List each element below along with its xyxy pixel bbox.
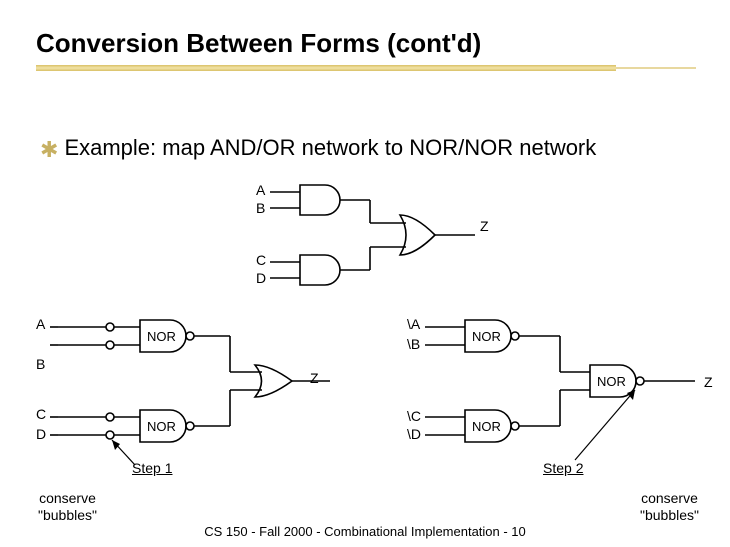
label-C-s2: \C [407, 408, 421, 424]
label-Z-top: Z [480, 218, 489, 234]
gate-nor-s1-top: NOR [147, 329, 176, 344]
step1-title: Step 1 [132, 460, 172, 476]
label-B-s2: \B [407, 336, 420, 352]
label-A-s1: A [36, 316, 45, 332]
conserve-s2-l2: "bubbles" [640, 507, 699, 523]
label-A-s2: \A [407, 316, 420, 332]
conserve-s2: conserve "bubbles" [640, 490, 699, 524]
gate-nor-s2-final: NOR [597, 374, 626, 389]
label-C-top: C [256, 252, 266, 268]
label-B-s1: B [36, 356, 45, 372]
conserve-s1: conserve "bubbles" [38, 490, 97, 524]
slide-footer: CS 150 - Fall 2000 - Combinational Imple… [0, 524, 730, 539]
gate-nor-s2-bot: NOR [472, 419, 501, 434]
and-or-diagram [240, 175, 500, 305]
gate-nor-s2-top: NOR [472, 329, 501, 344]
conserve-s2-l1: conserve [641, 490, 698, 506]
gate-nor-s1-bot: NOR [147, 419, 176, 434]
step2-diagram [395, 310, 725, 470]
example-bullet: ✱Example: map AND/OR network to NOR/NOR … [40, 135, 596, 161]
label-A-top: A [256, 182, 265, 198]
bullet-text: Example: map AND/OR network to NOR/NOR n… [64, 135, 596, 160]
label-Z-s1: Z [310, 370, 319, 386]
label-B-top: B [256, 200, 265, 216]
label-D-top: D [256, 270, 266, 286]
slide-title: Conversion Between Forms (cont'd) [36, 28, 481, 59]
label-D-s2: \D [407, 426, 421, 442]
label-C-s1: C [36, 406, 46, 422]
title-underline [36, 63, 696, 73]
label-Z-s2: Z [704, 374, 713, 390]
conserve-s1-l1: conserve [39, 490, 96, 506]
conserve-s1-l2: "bubbles" [38, 507, 97, 523]
step2-title: Step 2 [543, 460, 583, 476]
label-D-s1: D [36, 426, 46, 442]
step1-diagram [30, 310, 340, 470]
bullet-icon: ✱ [40, 137, 58, 163]
